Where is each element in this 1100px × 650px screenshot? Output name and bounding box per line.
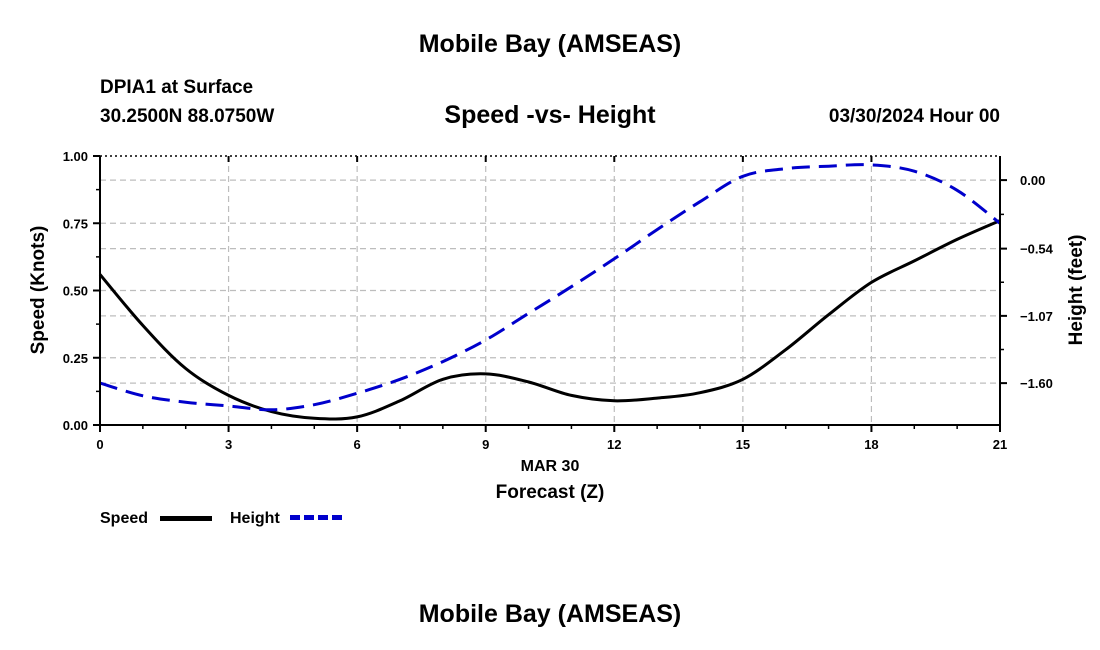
- y2-tick-label: −1.07: [1020, 309, 1053, 324]
- legend-speed-label: Speed: [100, 510, 149, 527]
- y-tick-label: 0.75: [63, 216, 88, 231]
- x-axis-title: Forecast (Z): [495, 482, 605, 503]
- plot-layer: [98, 163, 1001, 421]
- y2-tick-label: 0.00: [1020, 173, 1045, 188]
- x-tick-label: 21: [993, 437, 1007, 452]
- y-tick-label: 1.00: [63, 149, 88, 164]
- legend-speed-swatch: [160, 516, 212, 521]
- y-tick-label: 0.50: [63, 284, 88, 299]
- y2-axis-title: Height (feet): [1066, 235, 1087, 346]
- axis-layer: 0 3 6 9 12 15 18 21 0.00 0.25 0.50 0.75 1.00 0.00 −0.5…: [63, 149, 1054, 452]
- coordinates-label: 30.2500N 88.0750W: [100, 106, 275, 127]
- series-line-height: [99, 163, 1001, 412]
- x-tick-label: 18: [864, 437, 878, 452]
- x-tick-label: 9: [482, 437, 489, 452]
- x-tick-label: 6: [354, 437, 361, 452]
- y2-tick-label: −0.54: [1020, 242, 1054, 257]
- date-label: MAR 30: [520, 458, 580, 475]
- legend-height-swatch: [290, 515, 342, 520]
- y-axis-title: Speed (Knots): [28, 226, 49, 355]
- series-line-speed: [98, 219, 1001, 421]
- chart-title-bottom: Mobile Bay (AMSEAS): [418, 600, 682, 628]
- y-tick-label: 0.00: [63, 418, 88, 433]
- grid-layer: [100, 156, 1000, 425]
- x-tick-label: 0: [96, 437, 103, 452]
- forecast-datetime: 03/30/2024 Hour 00: [828, 106, 1000, 127]
- legend-height-label: Height: [230, 510, 280, 527]
- y2-tick-label: −1.60: [1020, 376, 1053, 391]
- chart-title: Speed -vs- Height: [444, 101, 656, 129]
- chart-title-top: Mobile Bay (AMSEAS): [418, 30, 682, 58]
- x-tick-label: 3: [225, 437, 232, 452]
- x-tick-label: 12: [607, 437, 621, 452]
- x-tick-label: 15: [736, 437, 750, 452]
- y-tick-label: 0.25: [63, 351, 88, 366]
- station-label: DPIA1 at Surface: [100, 77, 254, 98]
